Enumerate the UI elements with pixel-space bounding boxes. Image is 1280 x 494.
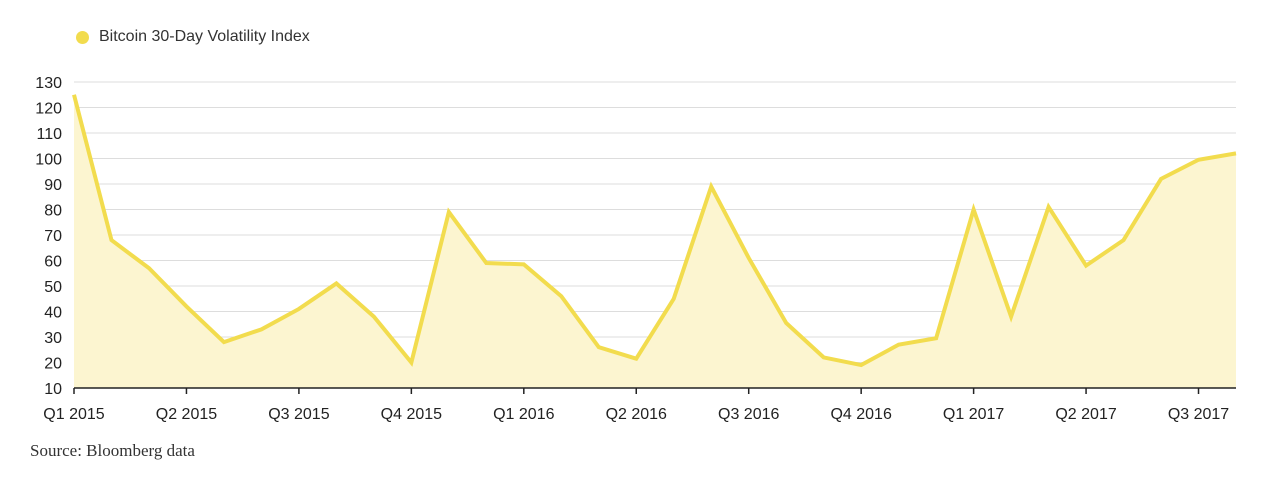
y-tick-label: 110 xyxy=(36,126,62,143)
y-tick-label: 20 xyxy=(44,356,62,373)
area-fill-layer xyxy=(74,94,1236,388)
tick-labels: 10 20 30 40 50 60 70 80 90 100 110 120 130 Q1 2015 Q2 … xyxy=(35,75,1229,423)
y-tick-label: 120 xyxy=(35,101,62,118)
y-tick-label: 10 xyxy=(44,381,62,398)
legend-label: Bitcoin 30-Day Volatility Index xyxy=(99,28,310,45)
series-line-layer xyxy=(72,94,1237,368)
y-tick-label: 70 xyxy=(44,228,62,245)
y-tick-label: 50 xyxy=(44,279,62,296)
y-tick-label: 60 xyxy=(44,254,62,271)
y-tick-label: 130 xyxy=(35,75,62,92)
x-tick-label: Q2 2015 xyxy=(156,406,217,423)
x-tick-label: Q3 2016 xyxy=(718,406,779,423)
y-tick-label: 30 xyxy=(44,330,62,347)
x-tick-label: Q3 2017 xyxy=(1168,406,1229,423)
volatility-chart: 10 20 30 40 50 60 70 80 90 100 110 120 130 Q1 2015 Q2 … xyxy=(35,75,1237,423)
x-tick-label: Q1 2016 xyxy=(493,406,554,423)
y-tick-label: 80 xyxy=(44,203,62,220)
x-tick-label: Q4 2015 xyxy=(381,406,442,423)
source-note: Source: Bloomberg data xyxy=(30,441,195,460)
x-tick-label: Q3 2015 xyxy=(268,406,329,423)
legend: Bitcoin 30-Day Volatility Index xyxy=(76,28,310,46)
y-tick-label: 40 xyxy=(44,305,62,322)
x-tick-label: Q2 2017 xyxy=(1055,406,1116,423)
x-tick-label: Q1 2015 xyxy=(43,406,104,423)
y-tick-label: 100 xyxy=(35,152,62,169)
series-line xyxy=(72,94,1237,368)
series-area xyxy=(74,94,1236,388)
axes xyxy=(73,387,1236,394)
x-tick-label: Q4 2016 xyxy=(830,406,891,423)
y-tick-label: 90 xyxy=(44,177,62,194)
legend-marker xyxy=(76,30,89,44)
x-tick-label: Q2 2016 xyxy=(606,406,667,423)
x-tick-label: Q1 2017 xyxy=(943,406,1004,423)
